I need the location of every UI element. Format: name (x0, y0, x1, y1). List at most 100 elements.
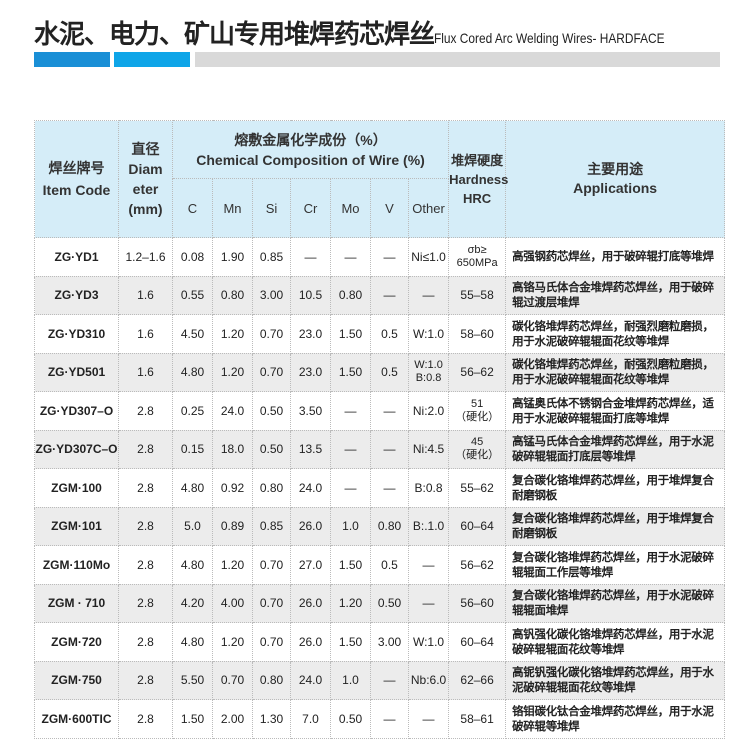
header-hardness-unit: HRC (463, 190, 492, 206)
header-chemical-composition: 熔敷金属化学成份（%） Chemical Composition of Wire… (171, 120, 450, 179)
cell-si: 0.70 (252, 622, 291, 662)
cell-hardness: 60–64 (448, 506, 507, 546)
cell-app: 复合碳化铬堆焊药芯焊丝，用于水泥破碎辊辊面堆焊 (505, 583, 726, 623)
cell-c: 1.50 (172, 699, 213, 739)
cell-cr: 7.0 (290, 699, 331, 739)
table-row: ZGM·720 2.8 4.80 1.20 0.70 26.0 1.50 3.00 W:1.0 6… (34, 622, 726, 662)
cell-v: — (370, 699, 409, 739)
title-zh: 水泥、电力、矿山专用堆焊药芯焊丝 (34, 20, 435, 50)
table-row: ZGM·750 2.8 5.50 0.70 0.80 24.0 1.0— Nb:6.0 62–6… (34, 660, 726, 700)
cell-c: 4.80 (172, 622, 213, 662)
cell-cr: 24.0 (290, 660, 331, 700)
cell-mo: — (330, 391, 371, 431)
cell-c: 5.50 (172, 660, 213, 700)
header-diameter: 直径 Diam eter (mm) (118, 120, 173, 238)
cell-mo: — (330, 237, 371, 277)
cell-other: — (407, 275, 450, 315)
cell-mn: 1.20 (212, 314, 253, 354)
cell-other: Nb:6.0 (407, 660, 450, 700)
cell-other: — (407, 699, 450, 739)
header-element-c: C (172, 178, 213, 238)
cell-mn: 24.0 (212, 391, 253, 431)
cell-app: 碳化铬堆焊药芯焊丝，耐强烈磨粒磨损，用于水泥破碎辊辊面花纹等堆焊 (505, 314, 726, 354)
cell-code: ZGM · 710 (34, 583, 119, 623)
cell-si: 0.80 (252, 468, 291, 508)
cell-si: 0.70 (252, 545, 291, 585)
table-row: ZGM·100 2.8 4.80 0.92 0.80 24.0— — B:0.8 55–62 复合… (34, 468, 726, 508)
cell-v: 0.5 (370, 314, 409, 354)
cell-code: ZGM·750 (34, 660, 119, 700)
cell-mn: 0.89 (212, 506, 253, 546)
cell-cr: 3.50 (290, 391, 331, 431)
header-element-other: Other (407, 178, 450, 238)
cell-other: B:.1.0 (407, 506, 450, 546)
cell-v: 0.5 (370, 545, 409, 585)
cell-v: 0.80 (370, 506, 409, 546)
table-row: ZGM·110Mo 2.8 4.80 1.20 0.70 27.0 1.50 0.5—56–6… (34, 545, 726, 585)
cell-diam: 2.8 (118, 468, 173, 508)
cell-diam: 1.2–1.6 (118, 237, 173, 277)
cell-app: 高钒强化碳化铬堆焊药芯焊丝，用于水泥破碎辊辊面花纹等堆焊 (505, 622, 726, 662)
cell-code: ZGM·101 (34, 506, 119, 546)
cell-mo: 1.0 (330, 506, 371, 546)
wire-spec-table: 焊丝牌号 Item Code 直径 Diam eter (mm) 熔敷金属化学成… (34, 120, 726, 739)
cell-cr: 26.0 (290, 506, 331, 546)
cell-hardness: 56–62 (448, 545, 507, 585)
decorative-bar-gray (195, 52, 720, 67)
cell-app: 高锰奥氏体不锈钢合金堆焊药芯焊丝，适用于水泥破碎辊辊面打底等堆焊 (505, 391, 726, 431)
cell-other: — (407, 583, 450, 623)
cell-v: — (370, 391, 409, 431)
header-diam-zh: 直径 (131, 141, 160, 157)
header-item-code: 焊丝牌号 Item Code (34, 120, 119, 238)
cell-app: 复合碳化铬堆焊药芯焊丝，用于水泥破碎辊辊面工作层等堆焊 (505, 545, 726, 585)
cell-hardness: σb≥ 650MPa (448, 237, 507, 277)
header-app-en: Applications (573, 180, 658, 196)
cell-si: 3.00 (252, 275, 291, 315)
cell-other: W:1.0 (407, 314, 450, 354)
cell-mo: — (330, 468, 371, 508)
cell-cr: 10.5 (290, 275, 331, 315)
cell-mo: 0.50 (330, 699, 371, 739)
cell-app: 高强钢药芯焊丝，用于破碎辊打底等堆焊 (505, 237, 726, 277)
cell-diam: 2.8 (118, 699, 173, 739)
table-row: ZGM·600TIC 2.8 1.50 2.00 1.30 7.0 0.50— —58–61 铬… (34, 699, 726, 739)
cell-c: 0.15 (172, 429, 213, 469)
cell-hardness: 51 （硬化） (448, 391, 507, 431)
cell-mo: — (330, 429, 371, 469)
cell-mn: 2.00 (212, 699, 253, 739)
cell-cr: 23.0 (290, 352, 331, 392)
cell-diam: 2.8 (118, 660, 173, 700)
cell-other: B:0.8 (407, 468, 450, 508)
header-element-si: Si (252, 178, 291, 238)
cell-mo: 1.50 (330, 545, 371, 585)
header-element-mo: Mo (330, 178, 371, 238)
cell-v: — (370, 275, 409, 315)
cell-c: 0.08 (172, 237, 213, 277)
header-diam-en1: Diam (128, 161, 163, 177)
cell-app: 高铌钒强化碳化铬堆焊药芯焊丝，用于水泥破碎辊辊面花纹等堆焊 (505, 660, 726, 700)
cell-mn: 0.92 (212, 468, 253, 508)
cell-mn: 0.70 (212, 660, 253, 700)
cell-mo: 1.50 (330, 352, 371, 392)
cell-mo: 1.50 (330, 622, 371, 662)
cell-c: 5.0 (172, 506, 213, 546)
cell-c: 4.80 (172, 545, 213, 585)
cell-mo: 1.50 (330, 314, 371, 354)
cell-diam: 2.8 (118, 583, 173, 623)
cell-diam: 1.6 (118, 314, 173, 354)
cell-mo: 0.80 (330, 275, 371, 315)
cell-mo: 1.0 (330, 660, 371, 700)
cell-v: — (370, 660, 409, 700)
cell-si: 1.30 (252, 699, 291, 739)
cell-cr: 24.0 (290, 468, 331, 508)
cell-other: W:1.0 B:0.8 (407, 352, 450, 392)
cell-c: 4.50 (172, 314, 213, 354)
cell-hardness: 62–66 (448, 660, 507, 700)
cell-cr: 27.0 (290, 545, 331, 585)
cell-code: ZGM·720 (34, 622, 119, 662)
cell-mn: 1.20 (212, 352, 253, 392)
cell-cr: 23.0 (290, 314, 331, 354)
title-en: Flux Cored Arc Welding Wires- HARDFACE (434, 30, 665, 46)
header-chem-en: Chemical Composition of Wire (%) (196, 151, 425, 168)
header-hardness-en: Hardness (449, 171, 509, 187)
